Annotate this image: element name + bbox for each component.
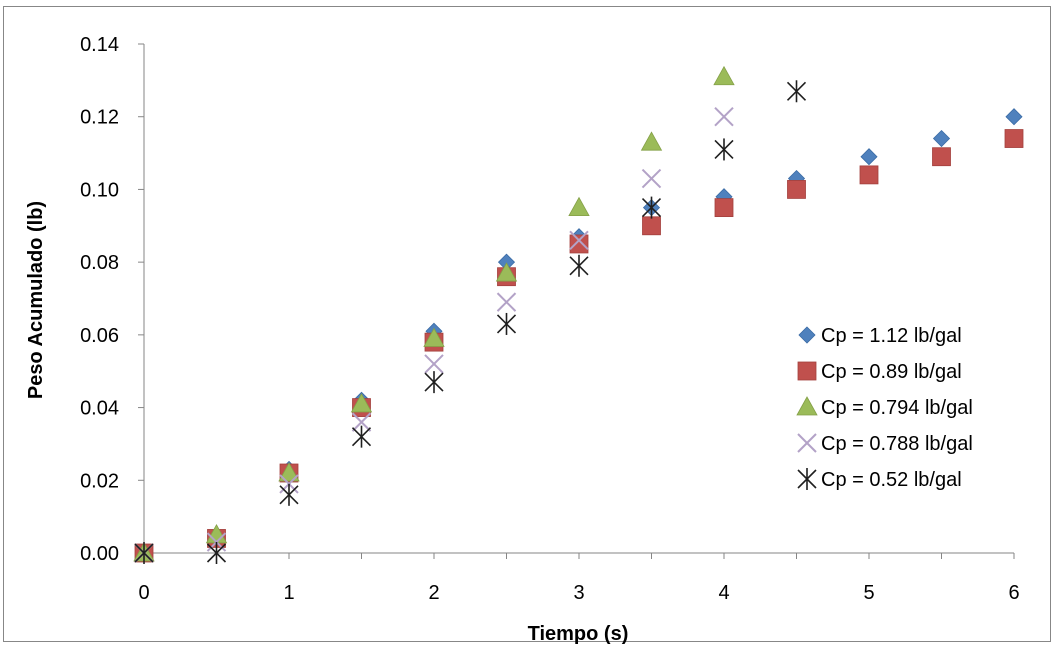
data-point bbox=[496, 292, 517, 312]
data-point bbox=[278, 462, 300, 482]
x-tick-label: 0 bbox=[138, 582, 149, 604]
legend-label: Cp = 0.89 lb/gal bbox=[821, 361, 962, 383]
data-point bbox=[279, 483, 299, 506]
data-point bbox=[787, 180, 806, 199]
legend-label: Cp = 1.12 lb/gal bbox=[821, 325, 962, 347]
x-tick-label: 5 bbox=[863, 582, 874, 604]
data-point bbox=[714, 138, 734, 161]
data-point bbox=[859, 165, 879, 185]
y-tick-label: 0.00 bbox=[80, 543, 119, 565]
legend-item: Cp = 1.12 lb/gal bbox=[798, 325, 962, 347]
data-point bbox=[1004, 129, 1024, 148]
data-point bbox=[713, 65, 735, 86]
series-5 bbox=[134, 80, 807, 564]
chart-frame bbox=[3, 6, 1051, 642]
series-3 bbox=[133, 65, 735, 562]
data-point bbox=[496, 312, 517, 335]
data-point bbox=[642, 216, 661, 236]
x-tick-label: 1 bbox=[283, 582, 294, 604]
y-tick-label: 0.06 bbox=[80, 325, 119, 347]
legend-label: Cp = 0.788 lb/gal bbox=[821, 433, 973, 455]
legend-item: Cp = 0.788 lb/gal bbox=[797, 433, 973, 455]
data-point bbox=[495, 262, 518, 282]
data-point bbox=[714, 107, 734, 127]
data-point bbox=[641, 196, 662, 219]
data-point bbox=[569, 230, 589, 251]
legend-item: Cp = 0.89 lb/gal bbox=[797, 361, 962, 383]
legend-item: Cp = 0.52 lb/gal bbox=[797, 468, 962, 491]
legend-marker bbox=[797, 468, 817, 490]
legend-label: Cp = 0.794 lb/gal bbox=[821, 397, 973, 419]
legend-item: Cp = 0.794 lb/gal bbox=[796, 396, 973, 419]
x-tick-label: 2 bbox=[428, 582, 439, 604]
data-point bbox=[206, 542, 227, 564]
data-marks bbox=[133, 65, 1024, 564]
data-point bbox=[1005, 108, 1023, 126]
data-point bbox=[569, 254, 589, 277]
legend: Cp = 1.12 lb/gal Cp = 0.89 lb/gal Cp = 0.7… bbox=[796, 325, 973, 491]
data-point bbox=[932, 129, 951, 148]
data-point bbox=[860, 148, 878, 166]
legend-marker bbox=[797, 361, 817, 381]
x-tick-label: 6 bbox=[1008, 582, 1019, 604]
data-point bbox=[569, 234, 589, 254]
x-tick-label: 3 bbox=[573, 582, 584, 604]
y-tick-label: 0.08 bbox=[80, 252, 119, 274]
data-point bbox=[641, 168, 662, 189]
legend-label: Cp = 0.52 lb/gal bbox=[821, 469, 962, 491]
y-tick-label: 0.10 bbox=[80, 179, 119, 201]
x-tick-label: 4 bbox=[718, 582, 729, 604]
data-point bbox=[786, 80, 807, 103]
axes: 0.00 0.02 0.04 0.06 0.08 0.10 0.12 0.14 0 1 2 3 4 5 6 bbox=[80, 34, 1020, 604]
x-axis-title: Tiempo (s) bbox=[528, 623, 629, 645]
data-point bbox=[350, 393, 373, 413]
data-point bbox=[424, 371, 444, 394]
legend-marker bbox=[797, 433, 817, 453]
data-point bbox=[423, 327, 445, 347]
y-tick-label: 0.04 bbox=[80, 398, 119, 420]
data-point bbox=[424, 354, 444, 374]
y-tick-label: 0.14 bbox=[80, 34, 119, 56]
data-point bbox=[714, 198, 734, 218]
data-point bbox=[640, 131, 663, 151]
data-point bbox=[351, 412, 372, 432]
data-point bbox=[932, 147, 951, 167]
legend-marker bbox=[796, 396, 818, 416]
data-point bbox=[568, 196, 590, 217]
y-tick-label: 0.02 bbox=[80, 470, 119, 492]
y-tick-label: 0.12 bbox=[80, 107, 119, 129]
y-axis-title: Peso Acumulado (lb) bbox=[25, 201, 47, 399]
data-point bbox=[134, 542, 154, 564]
data-point bbox=[351, 425, 372, 448]
legend-marker bbox=[798, 326, 816, 344]
